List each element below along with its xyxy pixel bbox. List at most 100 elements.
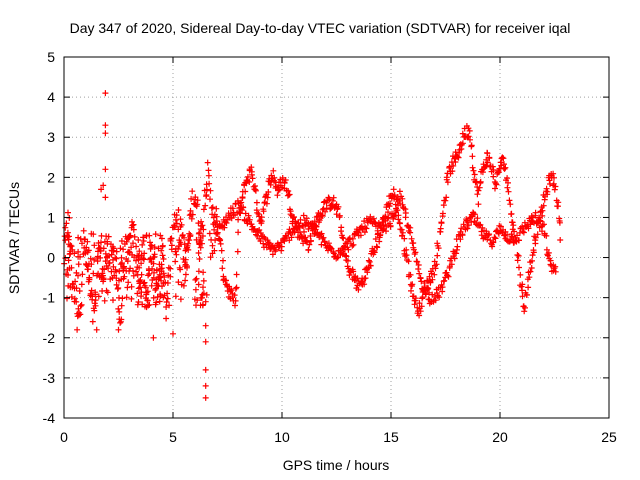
data-point [433,261,440,268]
data-point [465,222,472,229]
data-point [291,229,298,236]
data-point [158,235,165,242]
data-point [200,277,207,284]
data-point [196,241,203,248]
data-point [505,179,511,186]
data-point [489,243,496,250]
data-point [286,191,293,198]
data-point [207,187,214,194]
data-point [449,168,456,175]
data-point [232,297,239,304]
data-point [336,214,343,221]
data-point [104,240,111,247]
data-point [407,229,414,236]
data-point [92,297,99,304]
data-point [545,249,552,256]
data-point [237,210,244,217]
data-point [163,315,170,322]
data-point [229,205,236,212]
data-point [527,268,534,275]
data-point [137,284,144,291]
data-point [474,215,481,222]
data-points [61,90,564,401]
data-point [412,249,419,256]
data-point [419,294,426,301]
data-point [164,290,171,297]
data-point [390,186,397,193]
data-point [117,261,124,268]
data-point [146,256,153,263]
data-point [551,174,557,181]
data-point [64,295,70,302]
data-point [98,239,104,246]
data-point [278,243,285,250]
data-point [110,297,116,304]
data-point [116,308,123,315]
data-point [91,307,98,314]
data-point [71,250,78,257]
data-point [129,222,136,229]
data-point [493,181,500,188]
data-point [344,257,351,264]
data-point [305,226,312,232]
data-point [544,188,551,195]
data-point [124,284,131,291]
data-point [212,221,219,228]
data-point [211,226,218,233]
data-point [125,234,132,241]
data-point [469,153,476,160]
data-point [437,225,444,232]
data-point [100,182,107,189]
data-point [183,246,190,252]
data-point [453,250,460,257]
data-point [345,246,352,253]
data-point [138,293,145,300]
data-point [235,216,242,223]
data-point [120,246,127,253]
data-point [478,232,485,239]
data-point [307,238,314,245]
data-point [112,254,119,261]
data-point [286,226,293,233]
data-point [412,295,419,302]
data-point [515,252,522,259]
data-point [349,235,356,242]
data-point [181,234,187,241]
data-point [500,155,507,162]
data-point [78,301,85,308]
data-point [335,203,342,210]
data-point [200,226,207,233]
data-point [475,187,482,194]
data-point [477,178,484,185]
data-point [197,234,204,241]
data-point [135,299,142,305]
data-point [133,243,140,250]
data-point [471,171,478,178]
data-point [468,219,475,225]
data-point [465,125,472,132]
data-point [98,186,105,193]
data-point [86,274,93,281]
data-point [516,237,522,244]
data-point [350,268,357,275]
data-point [124,249,131,256]
data-point [552,268,559,275]
data-point [92,289,99,296]
data-point [120,267,127,274]
data-point [329,197,336,204]
x-tick-label: 0 [60,429,68,445]
data-point [206,230,213,237]
data-point [350,241,357,248]
data-point [208,205,215,211]
data-point [349,242,356,249]
data-point [319,213,326,219]
data-point [410,240,417,246]
data-point [91,242,98,249]
data-point [146,232,153,239]
data-point [167,265,174,272]
data-point [74,326,81,333]
data-point [223,220,230,226]
data-point [115,285,122,291]
data-point [196,229,203,236]
chart-title: Day 347 of 2020, Sidereal Day-to-day VTE… [70,20,571,36]
